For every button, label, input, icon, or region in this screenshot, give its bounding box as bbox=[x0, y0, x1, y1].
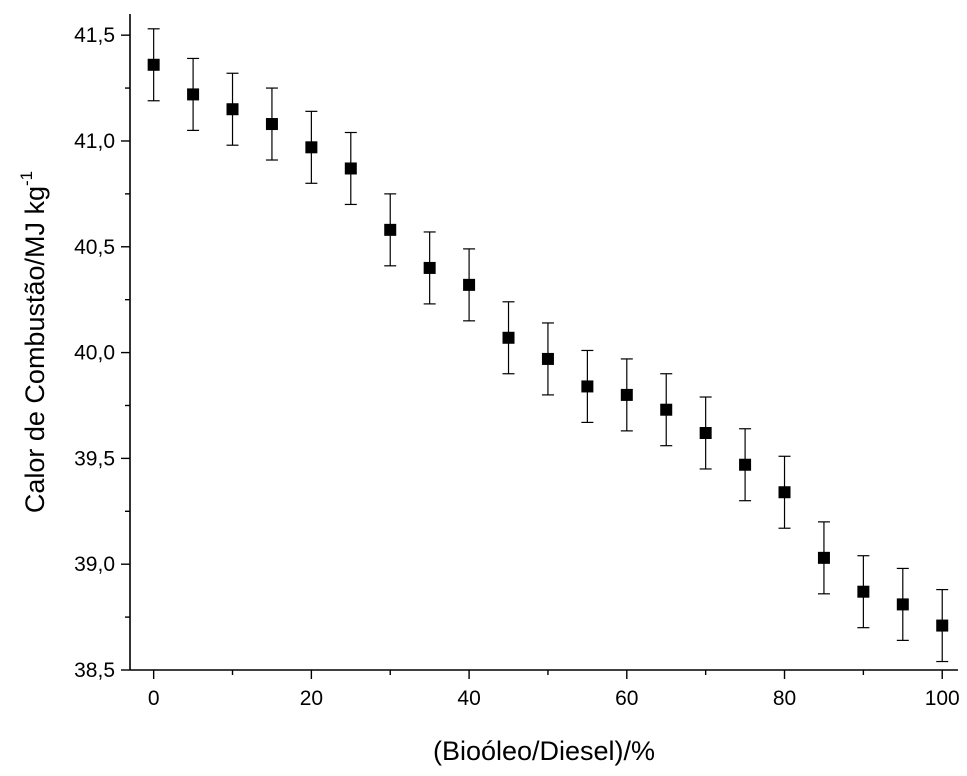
point-marker bbox=[818, 552, 830, 564]
point-marker bbox=[897, 598, 909, 610]
data-point bbox=[818, 522, 830, 594]
point-marker bbox=[463, 279, 475, 291]
data-point bbox=[345, 133, 357, 205]
data-point bbox=[700, 397, 712, 469]
y-axis-title-superscript: -1 bbox=[17, 171, 36, 186]
tick-labels: 0 20 40 60 80 100 38,5 39,0 39,5 40,0 40,5 41,0 41,5 bbox=[74, 24, 960, 710]
y-axis-title-main: Calor de Combustão/MJ kg bbox=[20, 186, 50, 513]
point-marker bbox=[384, 224, 396, 236]
point-marker bbox=[345, 162, 357, 174]
x-axis-title: (Bioóleo/Diesel)/% bbox=[433, 736, 655, 766]
x-tick-label: 40 bbox=[457, 687, 480, 710]
point-marker bbox=[424, 262, 436, 274]
y-tick-label: 40,5 bbox=[74, 236, 115, 259]
data-point bbox=[660, 374, 672, 446]
x-tick-label: 20 bbox=[300, 687, 323, 710]
data-point bbox=[739, 429, 751, 501]
point-marker bbox=[503, 332, 515, 344]
data-point bbox=[384, 194, 396, 266]
data-point bbox=[503, 302, 515, 374]
point-marker bbox=[857, 586, 869, 598]
x-tick-label: 80 bbox=[773, 687, 796, 710]
point-marker bbox=[581, 380, 593, 392]
data-point bbox=[857, 556, 869, 628]
data-point bbox=[897, 568, 909, 640]
point-marker bbox=[700, 427, 712, 439]
x-tick-label: 60 bbox=[615, 687, 638, 710]
data-point bbox=[542, 323, 554, 395]
y-tick-label: 41,5 bbox=[74, 24, 115, 47]
data-point bbox=[424, 232, 436, 304]
ticks bbox=[121, 35, 942, 679]
point-marker bbox=[660, 404, 672, 416]
x-tick-label: 100 bbox=[925, 687, 960, 710]
data-points bbox=[148, 29, 949, 662]
data-point bbox=[936, 590, 948, 662]
point-marker bbox=[227, 103, 239, 115]
point-marker bbox=[936, 620, 948, 632]
data-point bbox=[463, 249, 475, 321]
data-point bbox=[187, 58, 199, 130]
data-point bbox=[779, 456, 791, 528]
data-point bbox=[621, 359, 633, 431]
point-marker bbox=[621, 389, 633, 401]
data-point bbox=[227, 73, 239, 145]
point-marker bbox=[187, 88, 199, 100]
point-marker bbox=[305, 141, 317, 153]
y-tick-label: 38,5 bbox=[74, 659, 115, 682]
point-marker bbox=[739, 459, 751, 471]
data-point bbox=[266, 88, 278, 160]
data-point bbox=[305, 111, 317, 183]
point-marker bbox=[148, 59, 160, 71]
axes bbox=[130, 14, 958, 670]
data-point bbox=[581, 350, 593, 422]
y-tick-label: 39,0 bbox=[74, 553, 115, 576]
point-marker bbox=[266, 118, 278, 130]
y-tick-label: 40,0 bbox=[74, 342, 115, 365]
point-marker bbox=[779, 486, 791, 498]
x-tick-label: 0 bbox=[148, 687, 160, 710]
point-marker bbox=[542, 353, 554, 365]
y-tick-label: 39,5 bbox=[74, 447, 115, 470]
data-point bbox=[148, 29, 160, 101]
y-axis-title: Calor de Combustão/MJ kg-1 bbox=[17, 171, 50, 513]
y-tick-label: 41,0 bbox=[74, 130, 115, 153]
